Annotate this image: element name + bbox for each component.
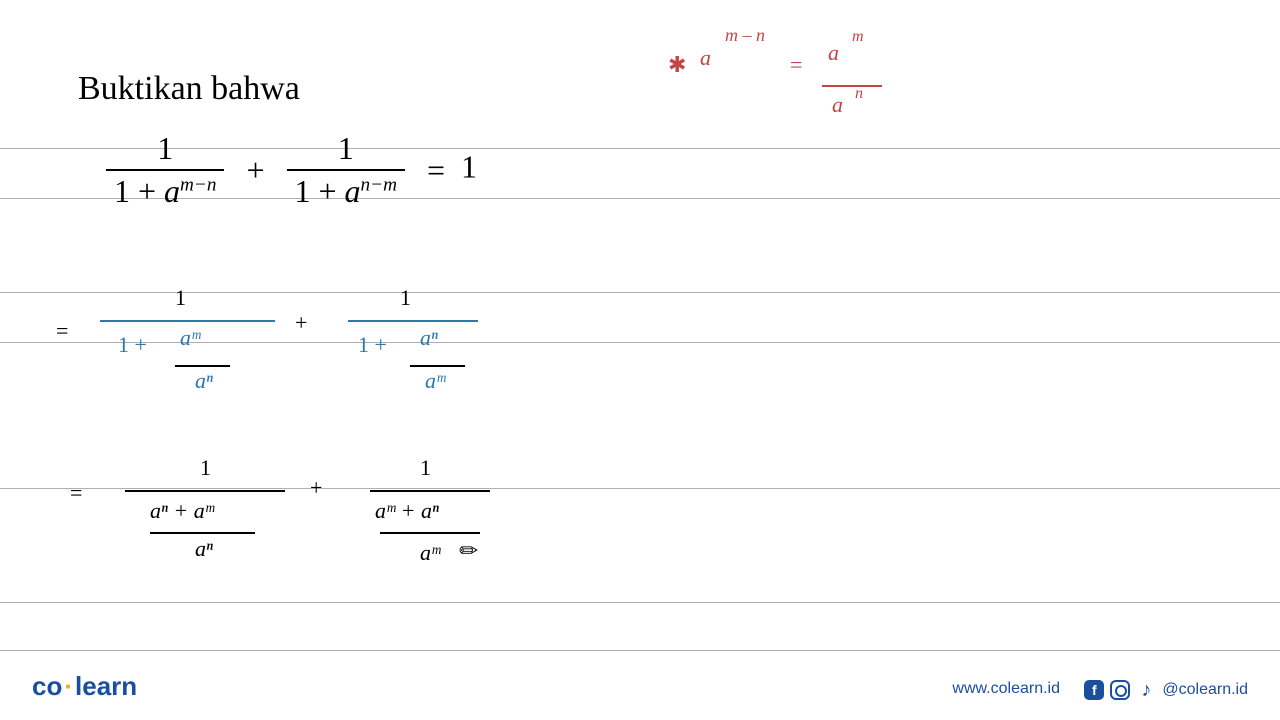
rule-eq: = [790, 52, 802, 78]
social-handle: @colearn.id [1162, 681, 1248, 699]
ruled-line [0, 292, 1280, 293]
instagram-icon [1110, 680, 1130, 700]
equals-sym: = [56, 318, 68, 344]
rule-rhs-den-exp: n [855, 85, 863, 103]
pencil-icon: ✎ [454, 535, 485, 566]
s1-f1-inner-num: aᵐ [180, 325, 200, 351]
s2-f2-line [370, 490, 490, 492]
s2-f1-line [125, 490, 285, 492]
ruled-line [0, 488, 1280, 489]
s2-f1-den-top: aⁿ + aᵐ [150, 498, 214, 524]
s1-f2-den-left: 1 + [358, 332, 387, 358]
s1-f2-inner-line [410, 365, 465, 367]
fraction-2: 1 1 + an−m [287, 130, 405, 210]
s1-f2-inner-num: aⁿ [420, 325, 438, 351]
fraction-1: 1 1 + am−n [106, 130, 224, 210]
star-icon: ✱ [668, 52, 686, 78]
equals-sign: = [427, 152, 445, 189]
rule-rhs-den: a [832, 92, 843, 118]
s2-f1-den-line [150, 532, 255, 534]
s1-f1-inner-line [175, 365, 230, 367]
ruled-line [0, 650, 1280, 651]
s1-f2-inner-den: aᵐ [425, 368, 445, 394]
s2-f1-den-bot: aⁿ [195, 536, 213, 562]
rule-lhs-exp: m – n [725, 25, 765, 46]
facebook-icon: f [1084, 680, 1104, 700]
brand-logo: co·learn [32, 671, 137, 702]
problem-heading: Buktikan bahwa [78, 70, 300, 108]
s1-f2-num: 1 [400, 285, 411, 311]
s2-f1-num: 1 [200, 455, 211, 481]
s2-f2-den-line [380, 532, 480, 534]
s1-f2-line [348, 320, 478, 322]
s1-plus: + [295, 310, 307, 336]
tiktok-icon: ♪ [1136, 680, 1156, 700]
s1-f1-den-left: 1 + [118, 332, 147, 358]
rhs-value: 1 [461, 148, 477, 184]
printed-equation: 1 1 + am−n + 1 1 + an−m = 1 [100, 130, 477, 210]
footer-social: f ♪ @colearn.id [1084, 680, 1248, 700]
s1-f1-inner-den: aⁿ [195, 368, 213, 394]
s2-f2-den-top: aᵐ + aⁿ [375, 498, 439, 524]
s2-equals-sym: = [70, 480, 82, 506]
s1-f1-num: 1 [175, 285, 186, 311]
ruled-line [0, 602, 1280, 603]
rule-rhs-num: a [828, 40, 839, 66]
rule-frac-line [822, 85, 882, 87]
plus-sign: + [246, 152, 264, 189]
rule-rhs-num-exp: m [852, 28, 864, 46]
s2-f2-den-bot: aᵐ [420, 540, 440, 566]
s1-f1-line [100, 320, 275, 322]
s2-plus: + [310, 475, 322, 501]
s2-f2-num: 1 [420, 455, 431, 481]
footer-url: www.colearn.id [952, 680, 1060, 698]
rule-lhs: a [700, 45, 711, 71]
